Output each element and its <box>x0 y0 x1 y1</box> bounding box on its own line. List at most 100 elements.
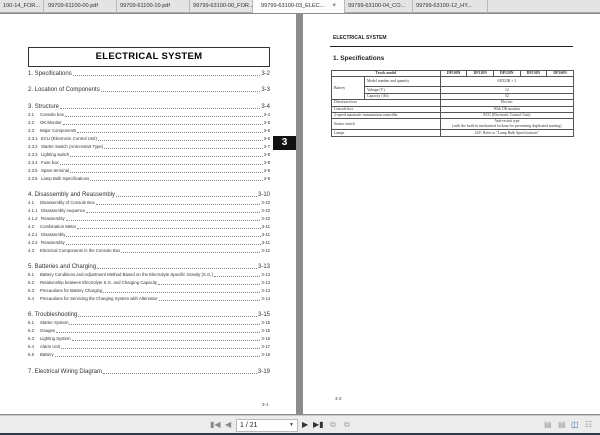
toc-entry[interactable]: 3.3.1 ECU (Electronic Control Unit) 3-6 <box>28 135 270 143</box>
toc-entry[interactable]: 5. Batteries and Charging 3-13 <box>28 263 270 271</box>
toc-entry[interactable]: 7. Electrical Wiring Diagram 3-19 <box>28 368 270 376</box>
toc-title: Electrical Components in the Console Box <box>40 247 121 253</box>
toc-number: 3.3 <box>28 127 34 133</box>
toc-entry[interactable]: 6.4 Alarm Unit 3-17 <box>28 343 270 351</box>
two-page-continuous-view-icon[interactable]: ☷ <box>585 420 593 429</box>
dot-leader <box>97 139 263 141</box>
header-cell: DP120N <box>492 69 521 78</box>
tab[interactable]: 99799-63100-12_HY... <box>413 0 488 13</box>
last-page-icon[interactable]: ▶▮ <box>313 420 324 429</box>
value-line: (with the built-in mechanical lockout fo… <box>452 124 562 129</box>
toc-label: 3. Structure <box>28 103 59 111</box>
toc-number: 5.3 <box>28 288 34 294</box>
dot-leader <box>77 227 261 229</box>
toc-page: 3-13 <box>257 264 270 271</box>
toc-entry[interactable]: 3. Structure 3-4 <box>28 103 270 111</box>
toc-label: 6. Troubleshooting <box>28 311 77 319</box>
row-group-label: Battery <box>331 76 365 101</box>
table-row: Starter switch Anti-restart type (with th… <box>331 118 575 131</box>
toc-entry[interactable]: 3.3 Major Components 3-6 <box>28 127 270 135</box>
toc-entry[interactable]: 2. Location of Components 3-3 <box>28 86 270 94</box>
toc-entry[interactable]: 4. Disassembly and Reassembly 3-10 <box>28 191 270 199</box>
dot-leader <box>103 292 261 294</box>
dot-leader <box>158 284 261 286</box>
toc-label: 6.1 Starter System <box>28 319 68 327</box>
toc-entry[interactable]: 4.1.1 Disassembly sequence 3-10 <box>28 207 270 215</box>
toc-label: 5.1 Battery Conditions and Adjustment Met… <box>28 271 213 279</box>
row-label: Lamps <box>331 129 441 137</box>
toc-entry[interactable]: 5.2 Relationship between Electrolyte S.G.… <box>28 279 270 287</box>
toc-title: 6. Troubleshooting <box>28 312 78 319</box>
toc-entry[interactable]: 3.3.2 Starter Switch (Anti-restart Type) 3… <box>28 143 270 151</box>
dot-leader <box>158 300 261 302</box>
toc-entry[interactable]: 5.4 Precautions for Servicing the Chargin… <box>28 295 270 303</box>
page-number: 3-2 <box>335 396 342 401</box>
page-number-input[interactable]: 1 / 21 ▼ <box>236 419 298 432</box>
continuous-view-icon[interactable]: ▤ <box>558 420 566 429</box>
toc-entry[interactable]: 3.1 Console box 3-4 <box>28 111 270 119</box>
toc-entry[interactable]: 6.1 Starter System 3-15 <box>28 319 270 327</box>
toc-entry[interactable]: 5.1 Battery Conditions and Adjustment Met… <box>28 271 270 279</box>
tab[interactable]: 99799-63100-00_FOR... <box>190 0 254 13</box>
dot-leader <box>95 203 261 205</box>
tab-label: 99799-63100-12_HY... <box>416 3 472 9</box>
toc-entry[interactable]: 4.2.1 Disassembly 3-11 <box>28 231 270 239</box>
toc-entry[interactable]: 4.3 Electrical Components in the Console … <box>28 247 270 255</box>
toc-page: 3-17 <box>261 344 270 350</box>
toc-page: 3-5 <box>263 119 270 125</box>
toc-label: 4.1.1 Disassembly sequence <box>28 207 85 215</box>
rotate-left-icon[interactable]: ⧉ <box>330 420 336 429</box>
toc-entry[interactable]: 3.3.3 Lighting switch 3-8 <box>28 151 270 159</box>
page-right: ELECTRICAL SYSTEM 1. Specifications Truc… <box>303 14 600 414</box>
value-line: Anti-restart type <box>494 119 520 124</box>
toc-label: 4.2.1 Disassembly <box>28 231 65 239</box>
tab-active[interactable]: 99799-63100-03_ELEC... × <box>253 0 345 14</box>
toc-title: Starter Switch (Anti-restart Type) <box>41 143 104 149</box>
toc-entry[interactable]: 3.3.5 Spare terminal 3-9 <box>28 167 270 175</box>
toc-entry[interactable]: 4.1.2 Reassembly 3-10 <box>28 215 270 223</box>
toc-number: 3.1 <box>28 111 34 117</box>
tab[interactable]: 99799-63100-04_CO... <box>345 0 413 13</box>
table-row: Lamps 24V; Refer to "Lamp Bulb Specifica… <box>331 129 575 137</box>
toc-entry[interactable]: 6. Troubleshooting 3-15 <box>28 311 270 319</box>
first-page-icon[interactable]: ▮◀ <box>210 420 221 429</box>
toc-label: 3.3.4 Fuse box <box>28 159 59 167</box>
toc-entry[interactable]: 3.2 OK Monitor 3-5 <box>28 119 270 127</box>
close-tab-icon[interactable]: × <box>332 3 336 9</box>
toc-page: 3-11 <box>261 231 270 237</box>
single-page-view-icon[interactable]: ▤ <box>544 420 552 429</box>
page-field-value: 1 / 21 <box>240 422 258 429</box>
two-page-view-icon[interactable]: ◫ <box>571 420 579 429</box>
toc-number: 3.3.3 <box>28 151 38 157</box>
toc-entry[interactable]: 6.5 Battery 3-18 <box>28 351 270 359</box>
toc-page: 3-15 <box>261 328 270 334</box>
row-value: 65D23R × 2 <box>439 76 575 88</box>
tab[interactable]: 99709-61100-00.pdf <box>45 0 117 13</box>
toc-page: 3-13 <box>261 272 270 278</box>
next-page-icon[interactable]: ▶ <box>302 420 309 429</box>
dot-leader <box>104 147 263 149</box>
row-value: With OK monitor <box>439 105 575 113</box>
previous-page-icon[interactable]: ◀ <box>225 420 232 429</box>
toc-entry[interactable]: 4.2 Combination Meter 3-11 <box>28 223 270 231</box>
toc-entry[interactable]: 4.2.2 Reassembly 3-11 <box>28 239 270 247</box>
toc-page: 3-3 <box>261 87 270 94</box>
tab[interactable]: 99709-61100-10.pdf <box>117 0 190 13</box>
toc-entry[interactable]: 1. Specifications 3-2 <box>28 70 270 78</box>
toc-entry[interactable]: 3.3.4 Fuse box 3-8 <box>28 159 270 167</box>
tab-label: 99799-63100-04_CO... <box>348 3 406 9</box>
toc-entry[interactable]: 5.3 Precautions for Battery Charging 3-13 <box>28 287 270 295</box>
toc-entry[interactable]: 6.2 Gauges 3-15 <box>28 327 270 335</box>
toc-label: 3.3.3 Lighting switch <box>28 151 69 159</box>
toc-title: Battery Conditions and Adjustment Method… <box>40 272 213 278</box>
chevron-down-icon[interactable]: ▼ <box>289 422 294 428</box>
toc-entry[interactable]: 6.3 Lighting System 3-16 <box>28 335 270 343</box>
document-viewer: ELECTRICAL SYSTEM 1. Specifications 3-2 2.… <box>0 13 600 415</box>
toc-entry[interactable]: 3.3.6 Lamp Bulb Specifications 3-9 <box>28 175 270 183</box>
rotate-right-icon[interactable]: ⧉ <box>344 420 350 429</box>
toc-title: 2. Location of Components <box>28 87 100 94</box>
tab[interactable]: 100-14_FOR... <box>0 0 44 13</box>
toc-title: Precautions for Servicing the Charging S… <box>40 296 158 302</box>
toc-label: 3.1 Console box <box>28 111 64 119</box>
toc-entry[interactable]: 4.1 Disassembly of Console Box 3-10 <box>28 199 270 207</box>
